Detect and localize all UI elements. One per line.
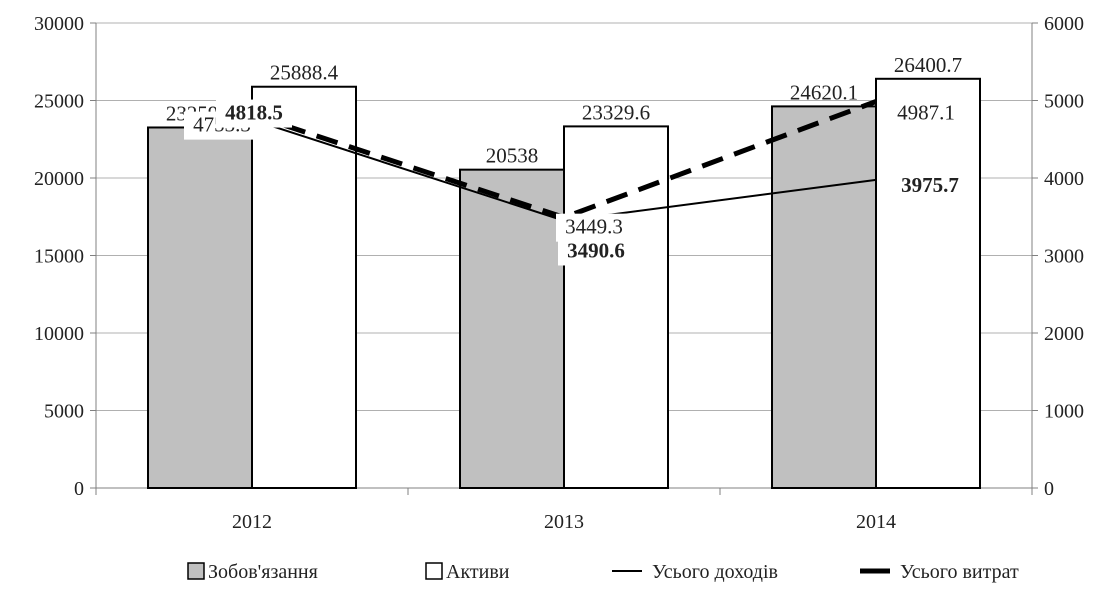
y-left-tick-label: 30000 bbox=[34, 13, 84, 35]
y-right-tick-label: 4000 bbox=[1044, 168, 1084, 190]
legend-assets-swatch bbox=[425, 562, 443, 580]
legend-assets-label: Активи bbox=[446, 561, 510, 583]
bar-liabilities bbox=[771, 105, 877, 489]
y-right-tick-label: 2000 bbox=[1044, 323, 1084, 345]
line-value-label: 4987.1 bbox=[897, 100, 955, 124]
bar-value-label: 26400.7 bbox=[894, 53, 962, 77]
x-tick-label: 2013 bbox=[544, 511, 584, 533]
legend-liabilities-swatch bbox=[187, 562, 205, 580]
x-tick-label: 2014 bbox=[856, 511, 896, 533]
y-left-tick-label: 0 bbox=[74, 478, 84, 500]
line-value-label: 3449.3 bbox=[565, 215, 623, 239]
y-right-tick-label: 0 bbox=[1044, 478, 1054, 500]
line-label-bg bbox=[558, 237, 634, 266]
expenses-line bbox=[251, 99, 877, 221]
legend-income-label: Усього доходів bbox=[652, 561, 778, 583]
y-right-tick-label: 6000 bbox=[1044, 13, 1084, 35]
bar-value-label: 25888.4 bbox=[270, 61, 339, 85]
line-label-bg bbox=[216, 99, 292, 128]
bar-value-label: 24620.1 bbox=[790, 80, 858, 104]
line-label-bg bbox=[892, 171, 968, 200]
legend-liabilities-label: Зобов'язання bbox=[208, 561, 318, 583]
bar-assets bbox=[875, 77, 981, 489]
y-left-tick-label: 10000 bbox=[34, 323, 84, 345]
line-label-bg bbox=[888, 99, 964, 128]
y-left-tick-label: 20000 bbox=[34, 168, 84, 190]
y-right-tick-label: 3000 bbox=[1044, 246, 1084, 268]
y-left-tick-label: 5000 bbox=[44, 401, 84, 423]
y-right-tick-label: 5000 bbox=[1044, 91, 1084, 113]
bar-value-label: 23329.6 bbox=[582, 100, 650, 124]
bar-liabilities bbox=[147, 126, 253, 489]
y-right-tick-label: 1000 bbox=[1044, 401, 1084, 423]
bar-liabilities bbox=[459, 168, 565, 489]
y-left-tick-label: 25000 bbox=[34, 91, 84, 113]
line-label-bg bbox=[556, 213, 632, 242]
line-value-label: 4818.5 bbox=[225, 101, 283, 125]
line-value-label: 3490.6 bbox=[567, 238, 625, 262]
bar-assets bbox=[251, 85, 357, 489]
y-left-tick-label: 15000 bbox=[34, 246, 84, 268]
bar-value-label: 20538 bbox=[486, 144, 539, 168]
bar-assets bbox=[563, 125, 669, 489]
x-tick-label: 2012 bbox=[232, 511, 272, 533]
line-value-label: 3975.7 bbox=[901, 173, 959, 197]
legend-expenses-label: Усього витрат bbox=[900, 561, 1019, 583]
